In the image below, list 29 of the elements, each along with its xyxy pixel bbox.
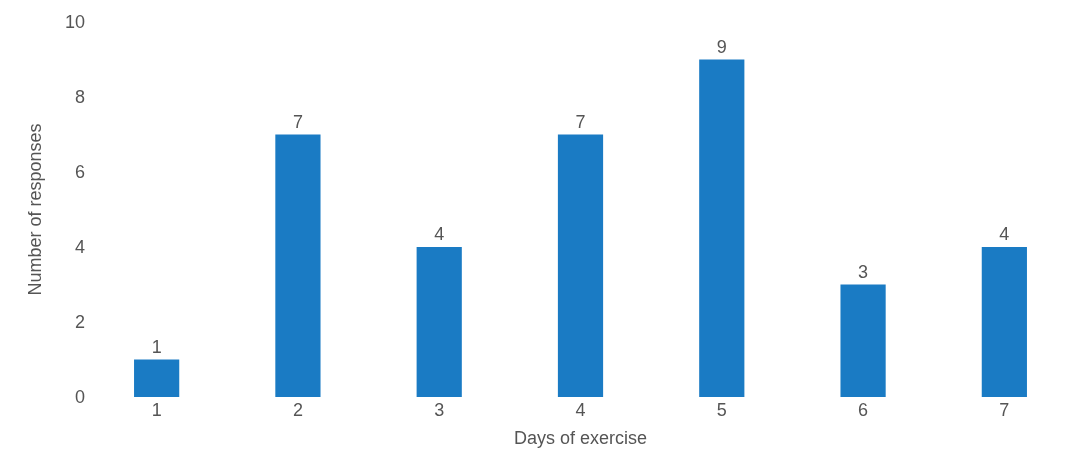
data-label: 1 (151, 336, 162, 357)
bar (981, 247, 1027, 397)
x-tick-label: 4 (575, 400, 586, 420)
y-tick-label: 4 (74, 237, 85, 258)
y-tick-label: 2 (74, 312, 85, 333)
data-label: 3 (858, 261, 869, 282)
x-tick-label: 3 (434, 400, 445, 420)
bar (134, 359, 180, 397)
bar (699, 59, 745, 397)
y-axis-title: Number of responses (25, 123, 46, 296)
data-label: 9 (716, 36, 727, 57)
y-tick-label: 8 (74, 87, 85, 108)
y-tick-label: 0 (74, 387, 85, 408)
bar (840, 284, 886, 397)
x-tick-label: 5 (716, 400, 727, 420)
data-label: 7 (575, 111, 586, 132)
y-tick-label: 10 (64, 12, 85, 33)
data-label: 4 (999, 224, 1010, 244)
data-label: 7 (292, 111, 303, 132)
x-tick-label: 2 (292, 400, 303, 420)
y-tick-label: 6 (74, 162, 85, 183)
x-tick-label: 1 (151, 400, 162, 420)
x-tick-label: 7 (999, 400, 1010, 420)
bar (416, 247, 462, 397)
bar (275, 134, 321, 397)
x-axis-title: Days of exercise (513, 428, 648, 449)
x-tick-label: 6 (858, 400, 869, 420)
bar (557, 134, 604, 397)
data-label: 4 (434, 224, 445, 244)
